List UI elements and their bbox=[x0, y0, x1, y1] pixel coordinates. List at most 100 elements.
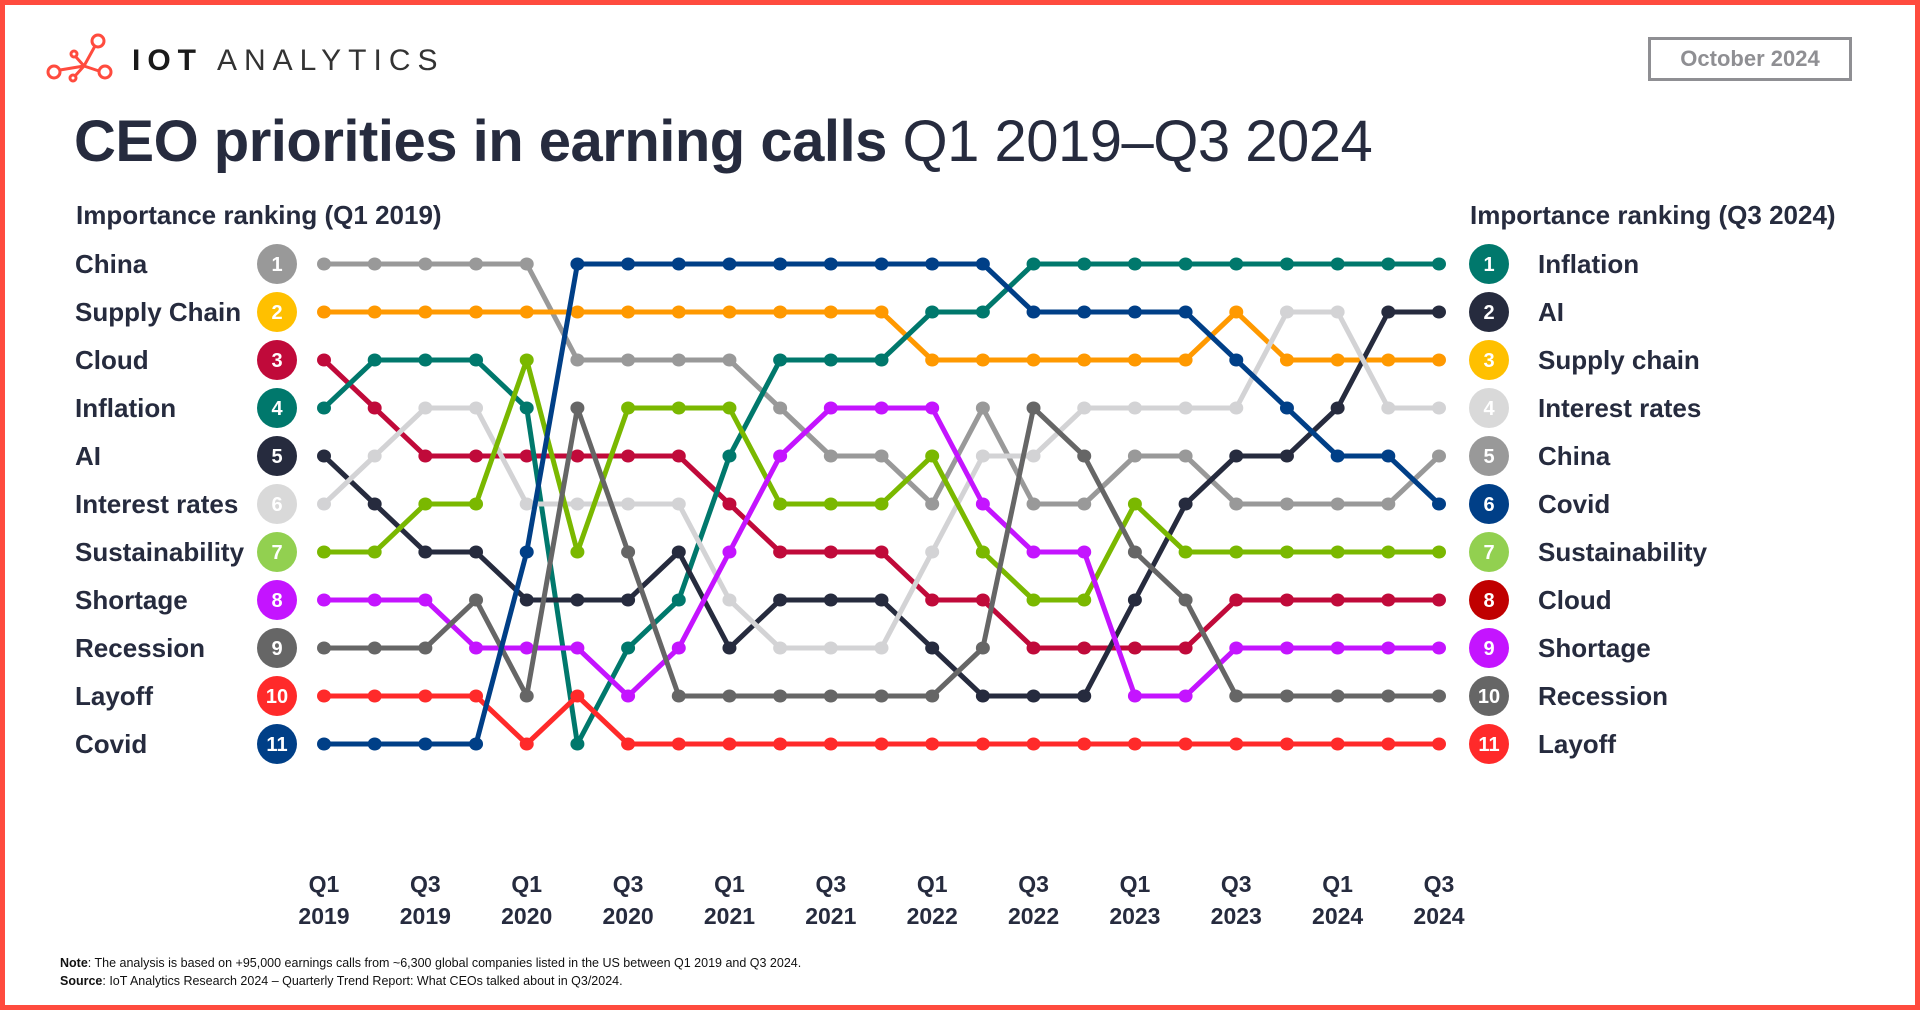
data-point bbox=[1178, 737, 1193, 751]
data-point bbox=[1026, 497, 1041, 511]
data-point bbox=[773, 593, 788, 607]
rank-badge bbox=[1469, 676, 1509, 716]
series-covid bbox=[317, 257, 1446, 751]
series-recession bbox=[317, 401, 1446, 703]
tick-year: 2022 bbox=[1008, 903, 1059, 929]
data-point bbox=[1279, 737, 1294, 751]
tick-quarter: Q1 bbox=[511, 871, 542, 897]
data-point bbox=[1127, 593, 1142, 607]
data-point bbox=[418, 257, 433, 271]
rank-label: Shortage bbox=[75, 585, 188, 615]
data-point bbox=[975, 305, 990, 319]
data-point bbox=[519, 497, 534, 511]
tick-quarter: Q3 bbox=[1018, 871, 1049, 897]
data-point bbox=[1178, 497, 1193, 511]
data-point bbox=[975, 737, 990, 751]
data-point bbox=[925, 545, 940, 559]
data-point bbox=[519, 305, 534, 319]
right_ranking-item: 1 Inflation bbox=[1469, 244, 1639, 284]
data-point bbox=[671, 401, 686, 415]
tick-quarter: Q1 bbox=[1322, 871, 1353, 897]
data-point bbox=[1178, 641, 1193, 655]
data-point bbox=[1381, 257, 1396, 271]
date-badge: October 2024 bbox=[1648, 37, 1852, 81]
data-point bbox=[823, 401, 838, 415]
data-point bbox=[469, 305, 484, 319]
series-line-layoff bbox=[324, 693, 1439, 747]
data-point bbox=[1026, 593, 1041, 607]
data-point bbox=[367, 737, 382, 751]
data-point bbox=[1127, 305, 1142, 319]
data-point bbox=[975, 257, 990, 271]
data-point bbox=[1229, 689, 1244, 703]
series-shortage bbox=[317, 401, 1446, 703]
rank-label: Cloud bbox=[1538, 585, 1612, 615]
data-point bbox=[671, 593, 686, 607]
data-point bbox=[1229, 641, 1244, 655]
x-tick-label: Q1 2020 bbox=[501, 871, 552, 929]
rank-label: Layoff bbox=[75, 681, 153, 711]
data-point bbox=[1279, 689, 1294, 703]
rank-badge bbox=[257, 484, 297, 524]
data-point bbox=[418, 737, 433, 751]
data-point bbox=[1229, 545, 1244, 559]
data-point bbox=[469, 641, 484, 655]
rank-number: 5 bbox=[271, 446, 282, 468]
data-point bbox=[469, 593, 484, 607]
tick-quarter: Q1 bbox=[309, 871, 340, 897]
data-point bbox=[874, 449, 889, 463]
series-china bbox=[317, 257, 1446, 511]
series-inflation bbox=[317, 257, 1446, 751]
tick-quarter: Q3 bbox=[1424, 871, 1455, 897]
data-point bbox=[1381, 305, 1396, 319]
tick-year: 2022 bbox=[907, 903, 958, 929]
data-point bbox=[519, 401, 534, 415]
right_ranking-item: 10 Recession bbox=[1469, 676, 1668, 716]
data-point bbox=[773, 545, 788, 559]
right_ranking-item: 11 Layoff bbox=[1469, 724, 1616, 764]
data-point bbox=[1229, 257, 1244, 271]
x-tick-label: Q1 2023 bbox=[1109, 871, 1160, 929]
data-point bbox=[773, 689, 788, 703]
data-point bbox=[317, 353, 331, 367]
brand-strong: IOT bbox=[132, 44, 203, 77]
data-point bbox=[1229, 737, 1244, 751]
note-label: Note bbox=[60, 956, 88, 970]
data-point bbox=[367, 353, 382, 367]
data-point bbox=[367, 401, 382, 415]
rank-label: Sustainability bbox=[1538, 537, 1708, 567]
rank-number: 11 bbox=[1478, 734, 1499, 756]
data-point bbox=[317, 737, 331, 751]
data-point bbox=[317, 689, 331, 703]
source-text: : IoT Analytics Research 2024 – Quarterl… bbox=[102, 974, 623, 988]
data-point bbox=[570, 353, 585, 367]
data-point bbox=[1330, 305, 1345, 319]
series-supply-chain bbox=[317, 305, 1446, 367]
data-point bbox=[367, 305, 382, 319]
left_ranking-item: 10 Layoff bbox=[75, 676, 297, 716]
data-point bbox=[418, 545, 433, 559]
data-point bbox=[1127, 497, 1142, 511]
data-point bbox=[925, 257, 940, 271]
data-point bbox=[1229, 353, 1244, 367]
data-point bbox=[925, 593, 940, 607]
rank-label: China bbox=[1538, 441, 1611, 471]
data-point bbox=[1432, 737, 1446, 751]
rank-number: 4 bbox=[1483, 398, 1495, 420]
x-tick-label: Q3 2021 bbox=[805, 871, 856, 929]
rank-number: 2 bbox=[271, 302, 282, 324]
rank-badge bbox=[1469, 532, 1509, 572]
data-point bbox=[671, 257, 686, 271]
rank-number: 8 bbox=[271, 590, 282, 612]
rank-label: Supply chain bbox=[1538, 345, 1700, 375]
data-point bbox=[317, 497, 331, 511]
data-point bbox=[1229, 449, 1244, 463]
data-point bbox=[570, 257, 585, 271]
data-point bbox=[317, 545, 331, 559]
rank-label: Covid bbox=[75, 729, 147, 759]
data-point bbox=[621, 641, 636, 655]
rank-badge bbox=[257, 436, 297, 476]
data-point bbox=[1178, 257, 1193, 271]
data-point bbox=[925, 305, 940, 319]
rank-badge bbox=[257, 292, 297, 332]
